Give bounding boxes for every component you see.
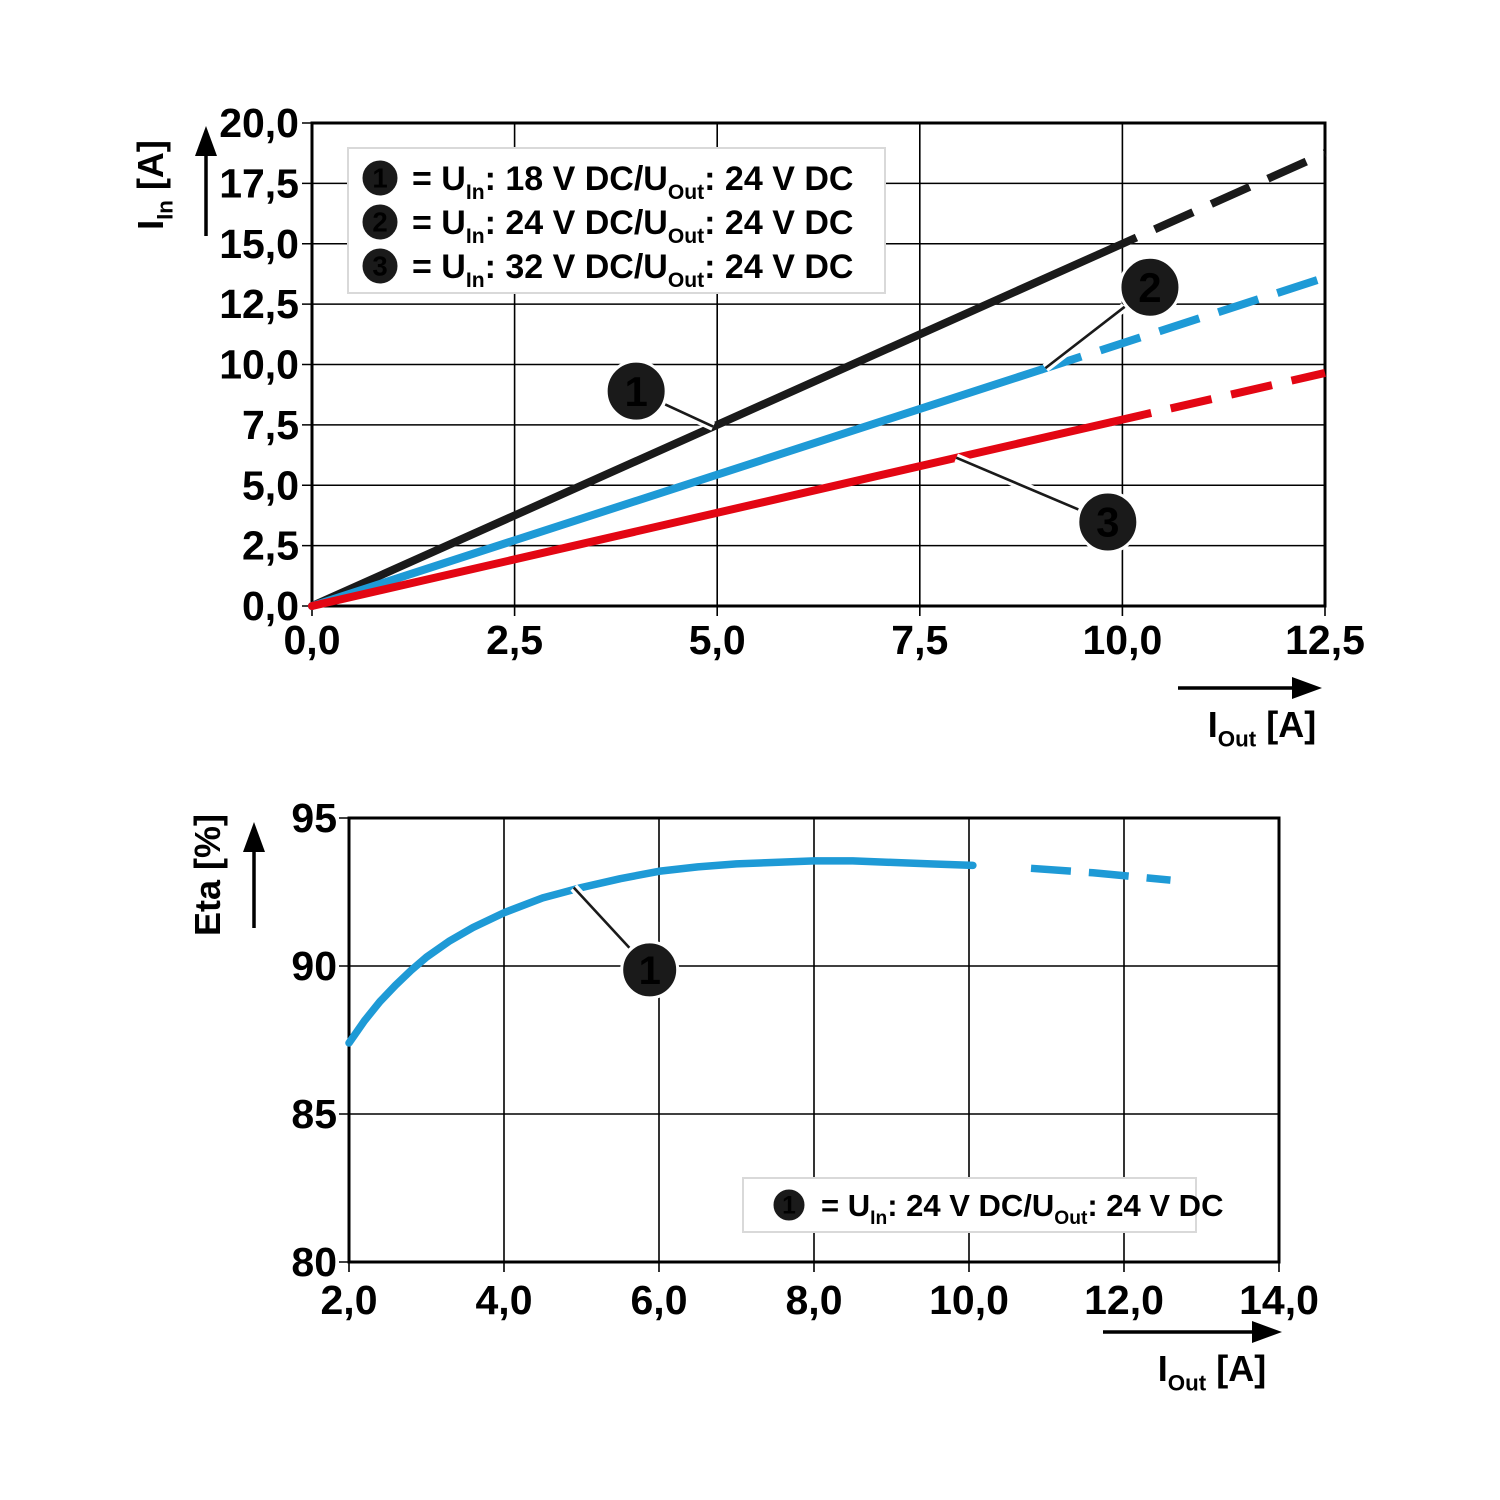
- series-line-solid: [308, 365, 1046, 610]
- y-tick-label: 10,0: [219, 342, 299, 388]
- y-tick-label: 0,0: [242, 583, 299, 629]
- y-tick-label: 90: [291, 943, 337, 989]
- x-tick-label: 7,5: [891, 617, 948, 663]
- y-tick-label: 85: [291, 1091, 337, 1137]
- legend-key-1: 1: [359, 157, 401, 199]
- callout-circle: [359, 201, 401, 243]
- callout-number: 1: [639, 949, 661, 993]
- legend-key-3: 3: [359, 245, 401, 287]
- x-tick-label: 6,0: [631, 1277, 688, 1323]
- callout-number: 3: [372, 251, 387, 282]
- x-tick-label: 2,0: [321, 1277, 378, 1323]
- callout-leader: [955, 456, 1079, 511]
- legend-label-1: = UIn: 24 V DC/UOut: 24 V DC: [821, 1188, 1223, 1229]
- x-axis-label: IOut [A]: [1158, 1348, 1266, 1395]
- legend-label-2: = UIn: 24 V DC/UOut: 24 V DC: [412, 204, 853, 248]
- y-axis-label: IIn [A]: [130, 140, 177, 230]
- x-tick-label: 12,0: [1084, 1277, 1164, 1323]
- y-tick-label: 15,0: [219, 221, 299, 267]
- chart-efficiency: 2,0 4,0 6,0 8,0 10,0 12,0 14,0 80 85 90 95 1 = UIn: …: [187, 795, 1319, 1395]
- callout-leader: [572, 886, 631, 949]
- y-axis-title: Eta [%]: [187, 814, 265, 936]
- callout-badge-1: 1: [604, 359, 668, 423]
- callout-circle: [359, 245, 401, 287]
- callout-badge-2: 2: [1118, 255, 1182, 319]
- callout-circle: [359, 157, 401, 199]
- x-tick-label: 8,0: [786, 1277, 843, 1323]
- y-axis-label: Eta [%]: [187, 814, 228, 936]
- x-tick-label: 5,0: [689, 617, 746, 663]
- series-line-dashed: [1030, 864, 1171, 884]
- series-2: [308, 273, 1327, 610]
- callout-1: 1: [570, 884, 680, 1000]
- x-tick-label: 12,5: [1285, 617, 1365, 663]
- chart-input-current: 0,0 2,5 5,0 7,5 10,0 12,5 0,0 2,5 5,0 7,5 10,0 12,5…: [130, 100, 1365, 751]
- y-axis-arrow-head: [243, 822, 265, 852]
- callout-number: 1: [372, 163, 387, 194]
- plot-border: [310, 121, 1327, 608]
- series-line-dashed: [1109, 369, 1326, 427]
- callout-leader: [1044, 305, 1126, 370]
- x-axis-title: IOut [A]: [1178, 677, 1322, 751]
- legend-label-3: = UIn: 32 V DC/UOut: 24 V DC: [412, 248, 853, 292]
- y-tick-label: 5,0: [242, 462, 299, 508]
- callout-number: 2: [372, 207, 387, 238]
- y-tick-label: 17,5: [219, 160, 299, 206]
- callout-2: 2: [1042, 255, 1182, 372]
- callout-circle: [770, 1186, 808, 1224]
- callout-badge-3: 3: [1076, 490, 1140, 554]
- x-tick-label: 10,0: [929, 1277, 1009, 1323]
- series-line-solid: [308, 250, 1103, 610]
- x-axis-arrow-head: [1292, 677, 1322, 699]
- x-axis-title: IOut [A]: [1103, 1321, 1282, 1395]
- callout-3: 3: [954, 453, 1140, 554]
- y-tick-label: 20,0: [219, 100, 299, 146]
- y-tick-label: 80: [291, 1239, 337, 1285]
- callout-1: 1: [604, 359, 716, 431]
- callout-number: 1: [624, 368, 647, 415]
- callout-badge-1: 1: [620, 940, 680, 1000]
- x-tick-label: 14,0: [1239, 1277, 1319, 1323]
- x-tick-label: 2,5: [486, 617, 543, 663]
- y-axis-arrow-head: [195, 126, 217, 156]
- legend-label-1: = UIn: 18 V DC/UOut: 24 V DC: [412, 160, 853, 204]
- series-line-dashed: [1040, 273, 1327, 374]
- y-tick-label: 95: [291, 795, 337, 841]
- series-line-solid: [345, 857, 977, 1047]
- callout-circle: [1118, 255, 1182, 319]
- x-tick-label: 4,0: [476, 1277, 533, 1323]
- y-tick-label: 12,5: [219, 281, 299, 327]
- legend-box: [347, 147, 886, 294]
- legend-key-2: 2: [359, 201, 401, 243]
- y-tick-label: 7,5: [242, 402, 299, 448]
- series-3: [308, 369, 1326, 610]
- x-axis-arrow-head: [1252, 1321, 1282, 1343]
- x-axis-label: IOut [A]: [1208, 704, 1316, 751]
- callout-circle: [620, 940, 680, 1000]
- x-tick-label: 10,0: [1082, 617, 1162, 663]
- series-1: [308, 149, 1327, 610]
- callout-circle: [1076, 490, 1140, 554]
- legend: 1 = UIn: 24 V DC/UOut: 24 V DC: [742, 1177, 1223, 1233]
- legend: 1 = UIn: 18 V DC/UOut: 24 V DC 2 = UIn: 24 …: [347, 147, 886, 294]
- y-tick-label: 2,5: [242, 523, 299, 569]
- series-line-dashed: [1096, 149, 1327, 259]
- series-1: [345, 857, 1171, 1047]
- callout-circle: [604, 359, 668, 423]
- x-tick-label: 0,0: [284, 617, 341, 663]
- callout-number: 1: [782, 1193, 796, 1220]
- y-axis-title: IIn [A]: [130, 126, 217, 236]
- callout-number: 3: [1096, 499, 1119, 546]
- callout-leader: [664, 403, 714, 428]
- legend-key-1: 1: [770, 1186, 808, 1224]
- callout-number: 2: [1138, 264, 1161, 311]
- legend-box: [742, 1177, 1197, 1233]
- series-line-solid: [308, 418, 1115, 610]
